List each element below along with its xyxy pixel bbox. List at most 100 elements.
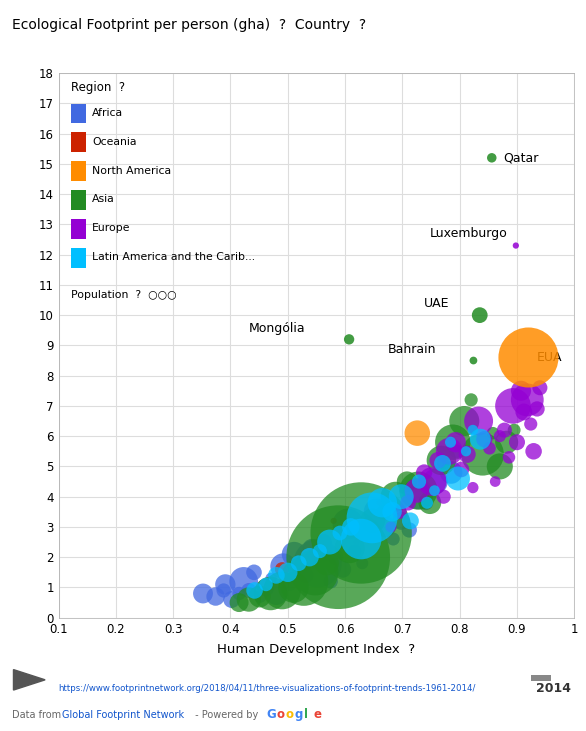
Point xyxy=(301,569,310,581)
Text: Mongólia: Mongólia xyxy=(249,322,306,336)
Polygon shape xyxy=(13,670,45,690)
Point xyxy=(430,485,439,496)
Point xyxy=(479,433,489,445)
Point xyxy=(386,521,396,533)
Point xyxy=(346,521,356,533)
Point xyxy=(272,588,281,599)
Point xyxy=(452,445,461,457)
Point xyxy=(519,406,529,418)
FancyBboxPatch shape xyxy=(71,190,86,210)
Point xyxy=(389,533,398,545)
Point xyxy=(433,455,442,466)
Point xyxy=(446,436,455,448)
Point xyxy=(356,533,366,545)
Point xyxy=(502,436,512,448)
Point xyxy=(387,506,397,518)
Point xyxy=(198,588,207,599)
FancyBboxPatch shape xyxy=(71,132,86,152)
Point xyxy=(395,506,404,518)
Point xyxy=(335,527,345,539)
Point xyxy=(468,424,478,436)
Point xyxy=(255,591,265,602)
Point xyxy=(345,333,354,345)
Point xyxy=(357,557,367,569)
Point xyxy=(234,588,244,599)
Text: o: o xyxy=(285,708,294,721)
Point xyxy=(261,578,271,590)
Text: Europe: Europe xyxy=(92,223,131,233)
Point xyxy=(413,488,423,499)
Point xyxy=(474,415,483,427)
Point xyxy=(272,569,281,581)
Point xyxy=(413,428,422,439)
Point xyxy=(469,355,478,366)
Point xyxy=(438,458,448,469)
Point xyxy=(329,515,338,527)
Point xyxy=(512,436,522,448)
Point xyxy=(295,564,305,575)
Text: Bahrain: Bahrain xyxy=(387,344,436,356)
Point xyxy=(277,585,287,596)
Point xyxy=(428,476,437,488)
Point xyxy=(322,557,332,569)
Text: l: l xyxy=(304,708,308,721)
Point xyxy=(420,466,429,478)
Point xyxy=(490,476,500,488)
Text: Qatar: Qatar xyxy=(503,151,539,164)
Point xyxy=(508,400,517,412)
Point xyxy=(219,585,229,596)
Text: Global Footprint Network: Global Footprint Network xyxy=(62,710,183,720)
Point xyxy=(511,240,520,251)
Point xyxy=(364,527,374,539)
Point xyxy=(352,537,361,548)
Point xyxy=(421,497,431,509)
Point xyxy=(333,551,343,563)
Point xyxy=(307,542,316,554)
Point xyxy=(459,415,469,427)
Point xyxy=(367,512,377,523)
Point xyxy=(244,585,254,596)
Point xyxy=(345,542,355,554)
Point xyxy=(500,424,509,436)
Point xyxy=(438,458,447,469)
Point xyxy=(414,476,424,488)
Point xyxy=(430,476,440,488)
Point xyxy=(456,463,466,475)
Point xyxy=(532,403,541,414)
Text: UAE: UAE xyxy=(424,297,449,310)
Point xyxy=(476,433,485,445)
Point xyxy=(475,309,485,321)
Point xyxy=(267,572,276,584)
Text: Oceania: Oceania xyxy=(92,137,137,147)
Point xyxy=(397,491,406,502)
Point xyxy=(285,578,294,590)
Text: g: g xyxy=(295,708,303,721)
Point xyxy=(319,537,329,548)
Text: Ecological Footprint per person (gha)  ?  Country  ?: Ecological Footprint per person (gha) ? … xyxy=(12,18,366,32)
Point xyxy=(377,497,387,509)
Text: Africa: Africa xyxy=(92,108,123,118)
Point xyxy=(211,591,220,602)
Point xyxy=(244,594,254,605)
Point xyxy=(255,591,264,602)
Point xyxy=(343,518,353,530)
Point xyxy=(406,515,415,527)
Text: o: o xyxy=(276,708,284,721)
Point xyxy=(227,594,236,605)
Point xyxy=(311,567,320,578)
Point xyxy=(368,515,377,527)
Point xyxy=(313,557,322,569)
Point xyxy=(326,575,335,587)
Point xyxy=(239,575,248,587)
Point xyxy=(451,436,461,448)
FancyBboxPatch shape xyxy=(71,248,86,268)
Point xyxy=(350,545,360,557)
Point xyxy=(412,485,421,496)
Point xyxy=(509,424,519,436)
Point xyxy=(445,445,454,457)
Point xyxy=(495,431,505,442)
Point xyxy=(250,585,259,596)
Point xyxy=(305,551,314,563)
Point xyxy=(461,445,471,457)
Point xyxy=(488,428,498,439)
